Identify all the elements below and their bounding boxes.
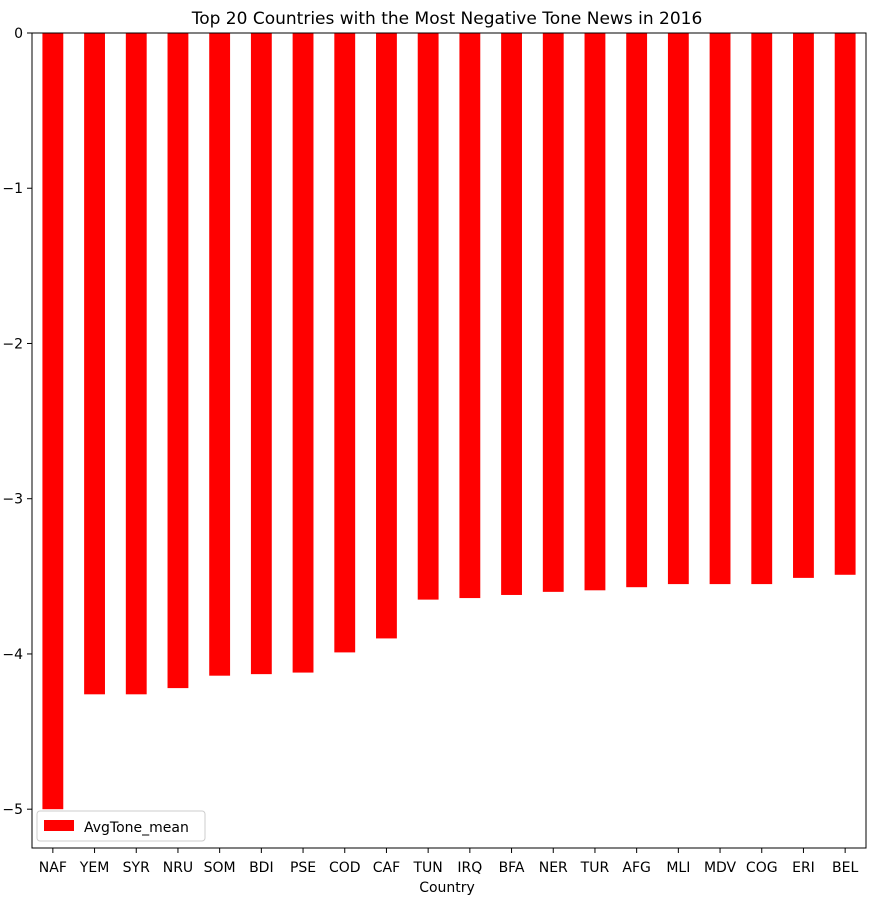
x-tick-label-caf: CAF (373, 860, 400, 876)
x-tick-label-mdv: MDV (704, 860, 737, 876)
x-axis-label: Country (419, 880, 475, 896)
x-tick-label-naf: NAF (39, 860, 67, 876)
bar-nru (167, 33, 189, 689)
y-tick-label: −5 (2, 802, 23, 818)
y-tick-label: −1 (2, 181, 23, 197)
bar-irq (459, 33, 481, 599)
bar-mdv (709, 33, 731, 585)
x-tick-label-syr: SYR (123, 860, 150, 876)
x-tick-label-cod: COD (329, 860, 361, 876)
x-tick-label-afg: AFG (622, 860, 650, 876)
y-tick-label: 0 (14, 26, 23, 42)
x-axis-ticks: NAF YEM SYR NRU SOM BDI PSE COD CAF TUN IRQ BFA NER T… (39, 848, 858, 876)
legend-label: AvgTone_mean (84, 820, 189, 836)
x-tick-label-ner: NER (539, 860, 568, 876)
x-tick-label-cog: COG (746, 860, 778, 876)
bar-cod (334, 33, 356, 653)
bar-tun (417, 33, 439, 600)
bar-pse (292, 33, 314, 673)
y-tick-label: −3 (2, 492, 23, 508)
bar-bdi (250, 33, 272, 675)
bar-caf (376, 33, 397, 639)
bar-syr (125, 33, 147, 695)
x-tick-label-tun: TUN (413, 860, 443, 876)
bar-naf (42, 33, 64, 810)
bar-tur (584, 33, 606, 591)
x-tick-label-pse: PSE (290, 860, 316, 876)
bar-mli (667, 33, 689, 585)
x-tick-label-bel: BEL (832, 860, 858, 876)
x-tick-label-tur: TUR (580, 860, 610, 876)
x-tick-label-som: SOM (204, 860, 236, 876)
bar-bel (834, 33, 856, 575)
legend: AvgTone_mean (36, 810, 206, 842)
legend-box (36, 810, 206, 842)
x-tick-label-irq: IRQ (457, 860, 482, 876)
bar-yem (84, 33, 105, 695)
legend-swatch (44, 820, 74, 831)
bar-cog (751, 33, 773, 585)
x-tick-label-bfa: BFA (499, 860, 525, 876)
bar-som (209, 33, 231, 676)
x-tick-label-yem: YEM (79, 860, 109, 876)
plot-frame (31, 32, 867, 849)
bar-afg (626, 33, 648, 588)
x-tick-label-bdi: BDI (249, 860, 274, 876)
x-tick-label-eri: ERI (792, 860, 815, 876)
chart-title: Top 20 Countries with the Most Negative … (191, 9, 703, 29)
y-tick-label: −4 (2, 647, 23, 663)
y-tick-label: −2 (2, 336, 23, 352)
y-axis-ticks: 0 −1 −2 −3 −4 −5 (2, 26, 32, 818)
bar-ner (542, 33, 564, 592)
bar-bfa (501, 33, 522, 595)
bar-eri (793, 33, 814, 578)
bars-group (42, 33, 856, 810)
x-tick-label-mli: MLI (666, 860, 690, 876)
x-tick-label-nru: NRU (163, 860, 193, 876)
